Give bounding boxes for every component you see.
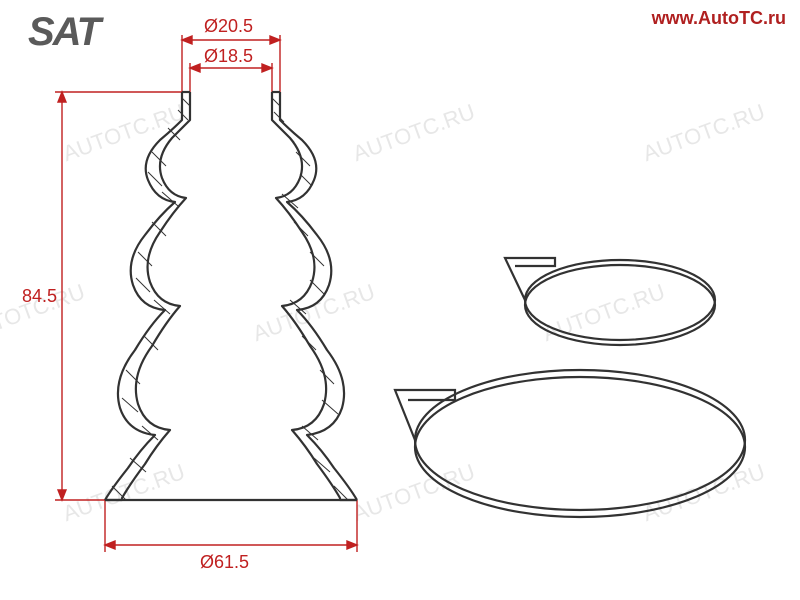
dim-top-outer: Ø20.5 [204, 16, 253, 37]
dim-height: 84.5 [22, 286, 57, 307]
dim-top-inner: Ø18.5 [204, 46, 253, 67]
technical-drawing [0, 0, 800, 600]
dim-bottom: Ø61.5 [200, 552, 249, 573]
